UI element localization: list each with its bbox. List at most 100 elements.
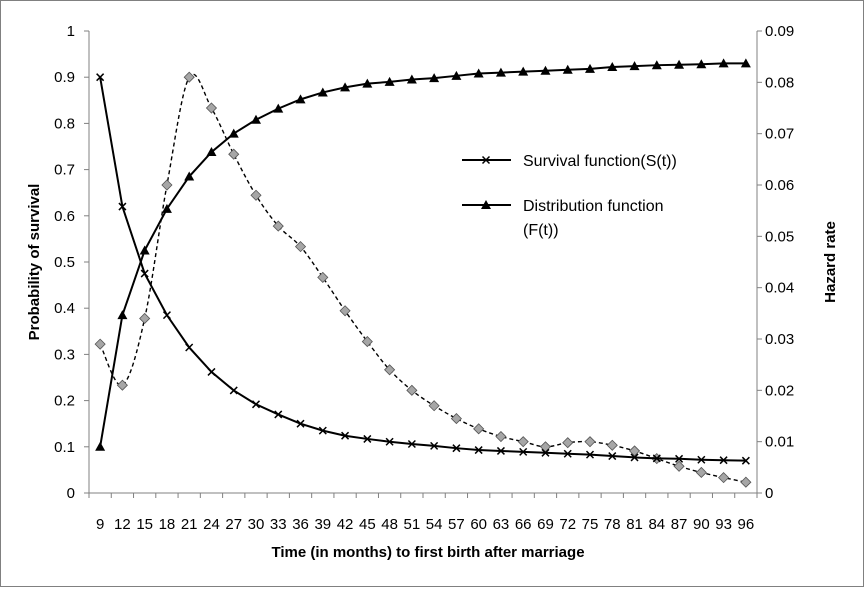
data-point bbox=[228, 148, 240, 160]
x-tick-label: 90 bbox=[693, 516, 710, 533]
data-point bbox=[228, 128, 239, 138]
data-point bbox=[118, 202, 127, 211]
x-tick-label: 12 bbox=[114, 516, 131, 533]
data-point bbox=[229, 386, 238, 395]
data-point bbox=[161, 179, 173, 191]
x-tick-label: 36 bbox=[292, 516, 309, 533]
data-point bbox=[496, 446, 505, 455]
x-tick-label: 48 bbox=[381, 516, 398, 533]
x-tick-label: 21 bbox=[181, 516, 198, 533]
data-point bbox=[495, 67, 506, 77]
left-y-axis-title: Probability of survival bbox=[26, 184, 43, 341]
right-y-tick-label: 0.08 bbox=[765, 74, 794, 91]
data-point bbox=[384, 76, 395, 86]
data-point bbox=[296, 419, 305, 428]
data-point bbox=[295, 94, 306, 104]
data-point bbox=[719, 456, 728, 465]
right-y-axis-title: Hazard rate bbox=[822, 221, 839, 303]
data-point bbox=[318, 426, 327, 435]
left-y-tick-label: 0.2 bbox=[54, 393, 75, 410]
x-tick-label: 18 bbox=[159, 516, 176, 533]
left-y-tick-label: 0 bbox=[67, 485, 75, 502]
x-tick-label: 39 bbox=[314, 516, 331, 533]
data-point bbox=[94, 338, 106, 350]
data-point bbox=[740, 58, 751, 68]
data-point bbox=[673, 460, 685, 472]
data-point bbox=[161, 203, 172, 213]
series-line bbox=[99, 77, 746, 462]
x-tick-label: 9 bbox=[96, 516, 104, 533]
data-point bbox=[406, 384, 418, 396]
data-point bbox=[207, 367, 216, 376]
legend-label-distribution-cont: (F(t)) bbox=[523, 222, 559, 239]
x-tick-label: 75 bbox=[582, 516, 599, 533]
data-point bbox=[116, 379, 128, 391]
x-tick-label: 24 bbox=[203, 516, 220, 533]
data-point bbox=[139, 245, 150, 255]
data-point bbox=[651, 60, 662, 70]
data-point bbox=[363, 434, 372, 443]
data-point bbox=[251, 114, 261, 124]
data-point bbox=[740, 476, 752, 488]
data-point bbox=[473, 423, 485, 435]
data-point bbox=[206, 147, 217, 157]
data-point bbox=[518, 66, 529, 76]
data-point bbox=[585, 450, 595, 459]
left-y-ticks: 0 0.1 0.2 0.3 0.4 0.5 0.6 0.7 0.8 0.9 1 bbox=[54, 23, 89, 502]
x-tick-label: 63 bbox=[493, 516, 510, 533]
data-point bbox=[517, 436, 529, 448]
x-tick-label: 54 bbox=[426, 516, 443, 533]
data-point bbox=[95, 441, 106, 451]
data-point bbox=[695, 466, 707, 479]
data-point bbox=[585, 63, 595, 73]
right-y-tick-label: 0.07 bbox=[765, 126, 794, 143]
data-point bbox=[317, 87, 328, 97]
x-tick-label: 81 bbox=[626, 516, 643, 533]
data-point bbox=[184, 171, 195, 181]
x-ticks: 9 12 15 18 21 24 27 30 33 36 39 42 45 48 51 54 57 60 63 66 6… bbox=[88, 493, 758, 533]
data-point bbox=[205, 102, 218, 114]
left-y-tick-label: 0.9 bbox=[54, 69, 75, 86]
data-point bbox=[340, 82, 351, 92]
x-tick-label: 51 bbox=[404, 516, 421, 533]
series-line bbox=[99, 62, 746, 447]
data-point bbox=[696, 59, 707, 69]
data-point bbox=[741, 456, 750, 465]
data-point bbox=[317, 271, 329, 283]
x-tick-label: 66 bbox=[515, 516, 532, 533]
data-point bbox=[183, 71, 195, 83]
data-point bbox=[272, 220, 284, 232]
data-point bbox=[450, 413, 462, 425]
data-point bbox=[674, 59, 685, 69]
data-point bbox=[185, 343, 194, 352]
x-tick-label: 42 bbox=[337, 516, 354, 533]
x-tick-label: 33 bbox=[270, 516, 287, 533]
data-point bbox=[562, 64, 573, 74]
data-point bbox=[339, 305, 351, 317]
left-y-tick-label: 0.3 bbox=[54, 346, 75, 363]
data-point bbox=[430, 441, 439, 450]
data-point bbox=[675, 454, 684, 463]
x-tick-label: 72 bbox=[559, 516, 576, 533]
x-tick-label: 96 bbox=[738, 516, 755, 533]
data-point bbox=[162, 311, 171, 320]
data-point bbox=[251, 400, 261, 409]
right-y-tick-label: 0.01 bbox=[765, 434, 794, 451]
data-point bbox=[385, 437, 394, 446]
left-y-tick-label: 0.8 bbox=[54, 115, 75, 132]
data-point bbox=[608, 452, 617, 461]
right-y-tick-label: 0.09 bbox=[765, 23, 794, 40]
legend-marker-survival bbox=[481, 155, 491, 165]
right-y-tick-label: 0.06 bbox=[765, 177, 794, 194]
data-point bbox=[452, 444, 461, 453]
left-y-tick-label: 0.4 bbox=[54, 300, 75, 317]
data-point bbox=[628, 445, 641, 457]
axes bbox=[88, 31, 758, 494]
data-point bbox=[407, 439, 416, 449]
left-y-tick-label: 0.5 bbox=[54, 254, 75, 271]
data-point bbox=[630, 453, 639, 462]
data-point bbox=[563, 449, 572, 458]
data-point bbox=[96, 73, 105, 82]
data-point bbox=[718, 58, 729, 68]
